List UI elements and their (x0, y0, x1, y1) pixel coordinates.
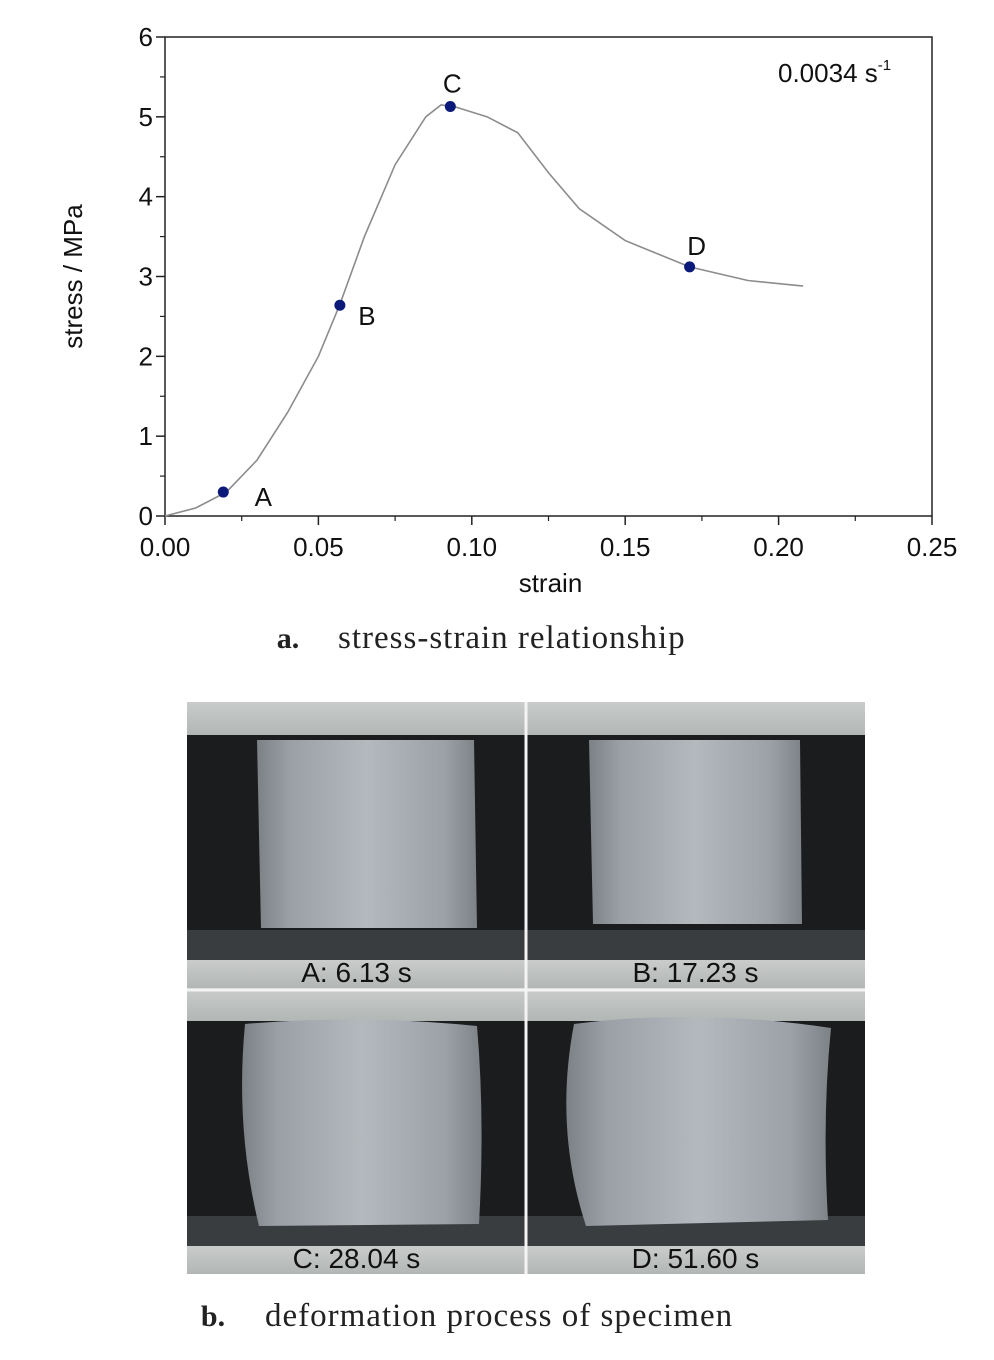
caption-label: b. (201, 1300, 225, 1333)
caption-label: a. (277, 622, 300, 655)
caption-band (526, 1246, 865, 1274)
photo-caption: A: 6.13 s (301, 957, 412, 988)
photo-grid: A: 6.13 s B: 17.23 s C: 28.04 s D: 51.60 s (187, 702, 865, 1274)
y-tick-label: 5 (139, 102, 153, 132)
platen-bottom (187, 930, 526, 960)
x-tick-label: 0.05 (293, 532, 344, 562)
caption-band (187, 1246, 526, 1274)
x-tick-label: 0.20 (753, 532, 804, 562)
point-label: D (687, 231, 706, 261)
point (444, 100, 456, 112)
x-tick-label: 0.25 (907, 532, 958, 562)
point (217, 486, 229, 498)
specimen (589, 740, 802, 924)
plot-frame (164, 36, 933, 517)
photo-panel: D: 51.60 s (526, 988, 865, 1274)
point-label: A (255, 482, 273, 512)
platen-bottom (526, 930, 865, 960)
annotation-text: 0.0034 s (778, 58, 878, 88)
y-tick-label: 6 (139, 22, 153, 52)
point-label: B (358, 301, 375, 331)
platen-top (526, 988, 865, 1021)
specimen (566, 1016, 831, 1226)
x-axis-label: strain (519, 568, 583, 598)
x-tick-label: 0.00 (140, 532, 191, 562)
specimen (257, 740, 477, 928)
platen-top (187, 702, 526, 735)
photo-panel: A: 6.13 s (187, 702, 526, 988)
annotation-sup: -1 (878, 57, 891, 74)
caption-text: stress-strain relationship (338, 620, 686, 656)
platen-top (526, 702, 865, 735)
y-tick-label: 0 (139, 501, 153, 531)
y-tick-label: 3 (139, 262, 153, 292)
caption-text: deformation process of specimen (265, 1298, 733, 1334)
line-series (164, 104, 804, 517)
photo-caption: B: 17.23 s (632, 957, 758, 988)
y-tick-label: 2 (139, 341, 153, 371)
chart: 0 1 2 3 4 5 6 0.00 0.05 0.10 0.15 0.20 0.25 strain str… (58, 22, 957, 598)
photo-panel: C: 28.04 s (187, 988, 526, 1274)
specimen (242, 1019, 482, 1226)
caption-band (187, 960, 526, 988)
x-tick-label: 0.15 (600, 532, 651, 562)
point-label: C (443, 68, 462, 98)
platen-top (187, 988, 526, 1021)
caption-band (526, 960, 865, 988)
photo-caption: D: 51.60 s (632, 1243, 760, 1274)
point (684, 261, 696, 273)
x-tick-label: 0.10 (446, 532, 497, 562)
photo-panel: B: 17.23 s (526, 702, 865, 988)
y-axis-label: stress / MPa (58, 204, 88, 349)
y-tick-label: 1 (139, 421, 153, 451)
annotation: 0.0034 s-1 (778, 57, 891, 88)
point (334, 299, 346, 311)
y-tick-label: 4 (139, 182, 153, 212)
photo-caption: C: 28.04 s (293, 1243, 421, 1274)
